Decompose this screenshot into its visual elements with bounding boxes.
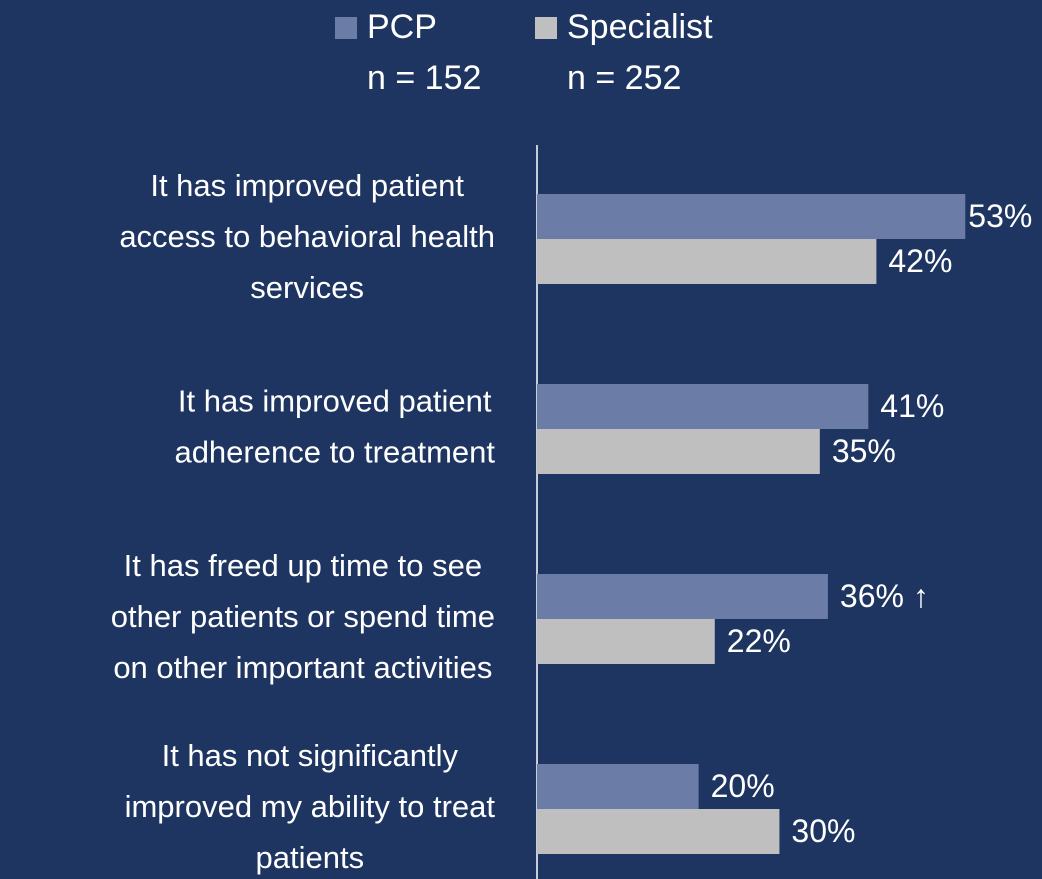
- category-label: on other important activities: [113, 650, 492, 685]
- legend-sample: n = 152: [367, 59, 481, 97]
- legend-swatch: [335, 17, 357, 39]
- category-label: access to behavioral health: [119, 219, 495, 254]
- bar: [537, 384, 869, 429]
- value-label: 41%: [880, 388, 944, 424]
- bar: [537, 194, 966, 239]
- value-label: 20%: [711, 768, 775, 804]
- category-label: It has freed up time to see: [124, 548, 482, 583]
- category-label: It has not significantly: [162, 738, 459, 773]
- bar: [537, 239, 877, 284]
- value-label: 30%: [791, 813, 855, 849]
- legend-swatch: [535, 17, 557, 39]
- category-label: It has improved patient: [150, 168, 464, 203]
- category-label: It has improved patient: [178, 384, 492, 419]
- category-label: patients: [256, 840, 365, 875]
- bar: [537, 619, 715, 664]
- value-label: 53%: [968, 198, 1032, 234]
- value-label: 22%: [727, 623, 791, 659]
- category-label: adherence to treatment: [174, 435, 495, 470]
- category-label: improved my ability to treat: [125, 789, 496, 824]
- legend-sample: n = 252: [567, 59, 681, 97]
- legend-label: PCP: [367, 8, 437, 46]
- category-label: services: [250, 270, 364, 305]
- bar: [537, 809, 780, 854]
- value-label: 35%: [832, 433, 896, 469]
- bar: [537, 574, 828, 619]
- legend-label: Specialist: [567, 8, 713, 46]
- bar: [537, 764, 699, 809]
- category-label: other patients or spend time: [111, 599, 495, 634]
- bar: [537, 429, 820, 474]
- value-label: 42%: [888, 243, 952, 279]
- value-label: 36% ↑: [840, 578, 929, 614]
